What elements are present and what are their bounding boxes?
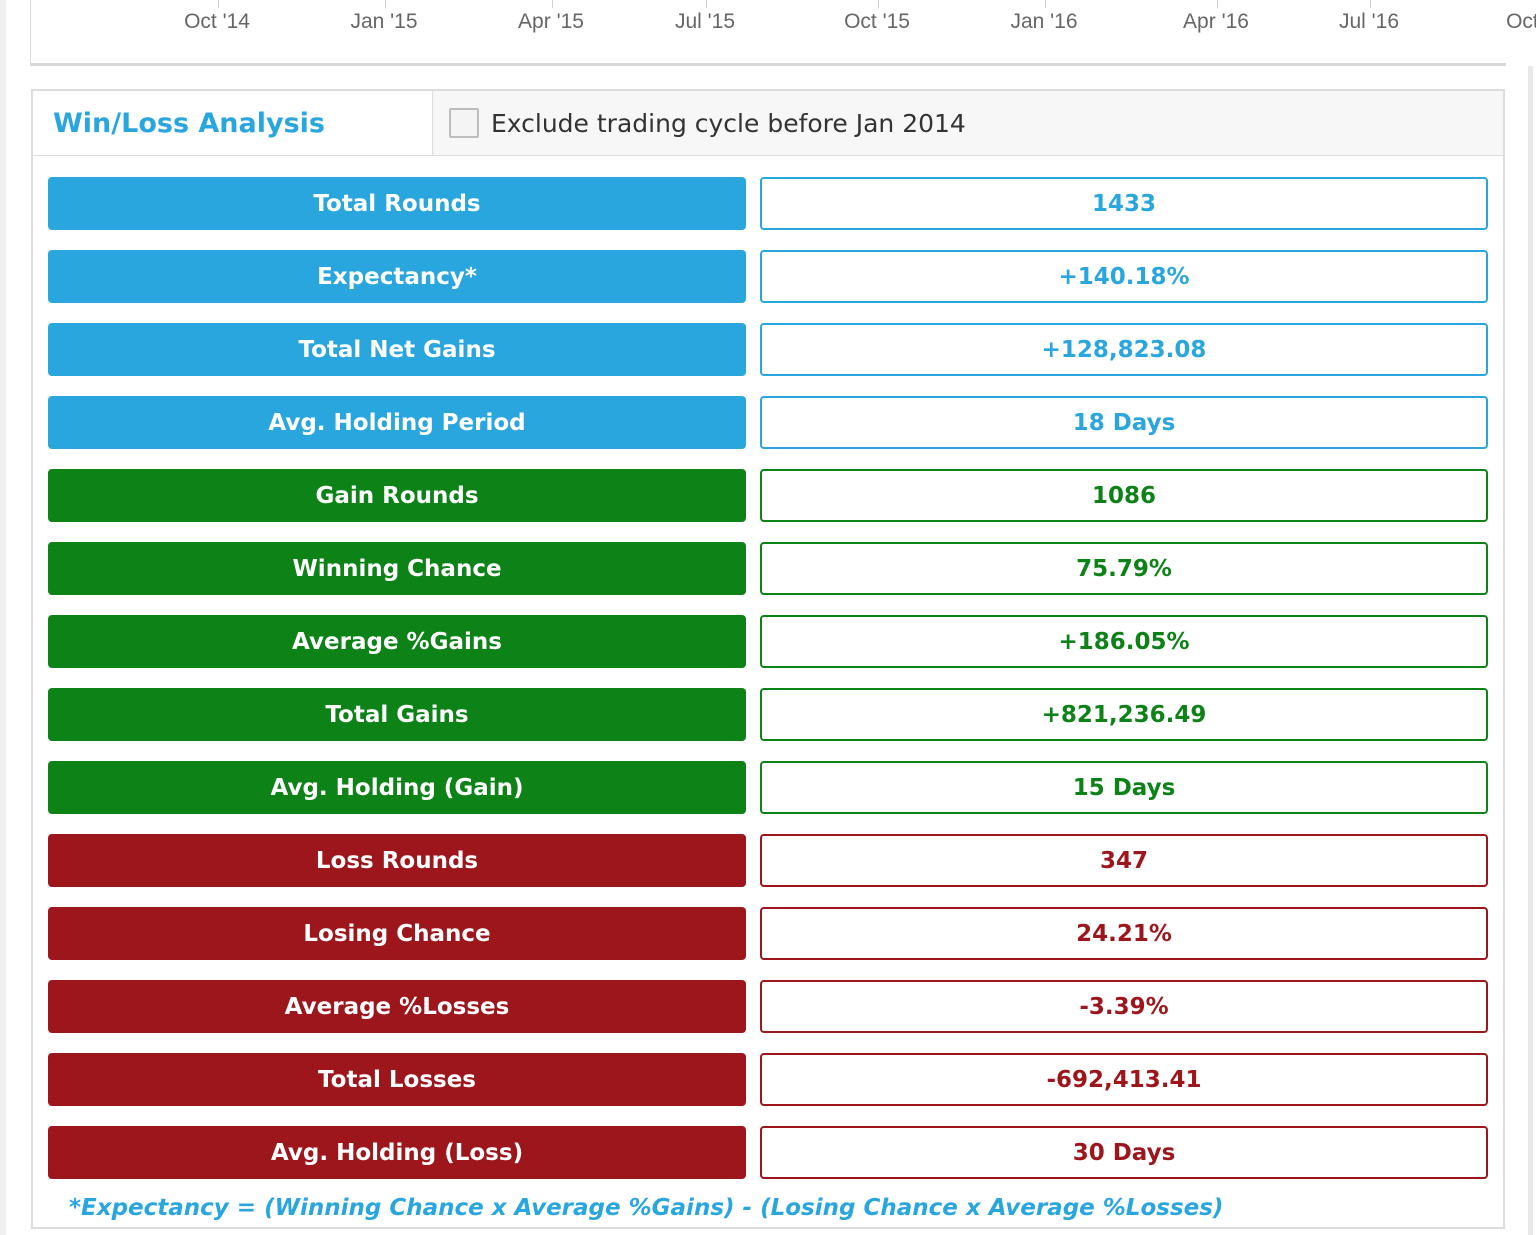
x-axis-tick [218, 0, 219, 8]
stat-row: Avg. Holding (Gain) 15 Days [48, 761, 1490, 814]
page-left-edge [0, 0, 6, 1235]
stat-value: 30 Days [760, 1126, 1488, 1179]
stat-row: Avg. Holding (Loss) 30 Days [48, 1126, 1490, 1179]
x-axis-tick [878, 0, 879, 8]
stat-row: Loss Rounds 347 [48, 834, 1490, 887]
stat-label: Total Losses [48, 1053, 746, 1106]
stat-label: Avg. Holding (Gain) [48, 761, 746, 814]
x-axis-tick-label: Jan '16 [1010, 10, 1078, 33]
stat-label: Losing Chance [48, 907, 746, 960]
stat-value: +140.18% [760, 250, 1488, 303]
stat-label: Total Rounds [48, 177, 746, 230]
x-axis-tick [1370, 0, 1371, 8]
stat-label: Average %Gains [48, 615, 746, 668]
stat-row: Avg. Holding Period 18 Days [48, 396, 1490, 449]
win-loss-header: Win/Loss Analysis Exclude trading cycle … [33, 91, 1503, 156]
stat-value: -3.39% [760, 980, 1488, 1033]
chart-x-axis: Oct '14 Jan '15 Apr '15 Jul '15 Oct '15 Jan '… [30, 0, 1536, 66]
stat-label: Total Gains [48, 688, 746, 741]
stat-label: Gain Rounds [48, 469, 746, 522]
win-loss-title-cell: Win/Loss Analysis [33, 91, 433, 155]
stat-label: Winning Chance [48, 542, 746, 595]
win-loss-title: Win/Loss Analysis [53, 107, 326, 139]
stat-row: Gain Rounds 1086 [48, 469, 1490, 522]
exclude-label[interactable]: Exclude trading cycle before Jan 2014 [491, 108, 966, 138]
stat-label: Expectancy* [48, 250, 746, 303]
stat-row: Average %Losses -3.39% [48, 980, 1490, 1033]
stats-list: Total Rounds 1433 Expectancy* +140.18% Total… [48, 177, 1490, 1199]
x-axis-tick-label: Jan '15 [350, 10, 418, 33]
stat-label: Avg. Holding Period [48, 396, 746, 449]
stat-label: Average %Losses [48, 980, 746, 1033]
stat-value: +186.05% [760, 615, 1488, 668]
scrollbar-track[interactable] [1528, 66, 1533, 1235]
stat-row: Expectancy* +140.18% [48, 250, 1490, 303]
stat-value: 1433 [760, 177, 1488, 230]
stat-label: Total Net Gains [48, 323, 746, 376]
stat-value: +821,236.49 [760, 688, 1488, 741]
stat-value: 1086 [760, 469, 1488, 522]
exclude-option[interactable]: Exclude trading cycle before Jan 2014 [433, 91, 966, 155]
stat-row: Total Rounds 1433 [48, 177, 1490, 230]
stat-value: -692,413.41 [760, 1053, 1488, 1106]
exclude-checkbox[interactable] [449, 108, 479, 138]
stat-value: 15 Days [760, 761, 1488, 814]
expectancy-footnote: *Expectancy = (Winning Chance x Average … [69, 1195, 1224, 1221]
x-axis-tick-label: Jul '16 [1338, 10, 1400, 33]
stat-label: Loss Rounds [48, 834, 746, 887]
stat-value: 347 [760, 834, 1488, 887]
stat-row: Total Losses -692,413.41 [48, 1053, 1490, 1106]
x-axis-tick-label: Jul '15 [674, 10, 736, 33]
stat-row: Total Net Gains +128,823.08 [48, 323, 1490, 376]
stat-value: 18 Days [760, 396, 1488, 449]
stat-row: Winning Chance 75.79% [48, 542, 1490, 595]
stat-value: +128,823.08 [760, 323, 1488, 376]
x-axis-tick [385, 0, 386, 8]
win-loss-panel: Win/Loss Analysis Exclude trading cycle … [31, 89, 1505, 1229]
stat-value: 75.79% [760, 542, 1488, 595]
x-axis-tick [706, 0, 707, 8]
x-axis-tick [1217, 0, 1218, 8]
stat-value: 24.21% [760, 907, 1488, 960]
stat-row: Losing Chance 24.21% [48, 907, 1490, 960]
x-axis-tick-label: Oct '14 [184, 10, 250, 33]
stat-row: Total Gains +821,236.49 [48, 688, 1490, 741]
x-axis-tick-label: Apr '16 [1183, 10, 1249, 33]
x-axis-tick [552, 0, 553, 8]
x-axis-tick [1045, 0, 1046, 8]
x-axis-tick-label: Apr '15 [518, 10, 584, 33]
x-axis-tick-label: Oct '16 [1506, 10, 1536, 33]
stat-row: Average %Gains +186.05% [48, 615, 1490, 668]
x-axis-tick-label: Oct '15 [844, 10, 910, 33]
stat-label: Avg. Holding (Loss) [48, 1126, 746, 1179]
